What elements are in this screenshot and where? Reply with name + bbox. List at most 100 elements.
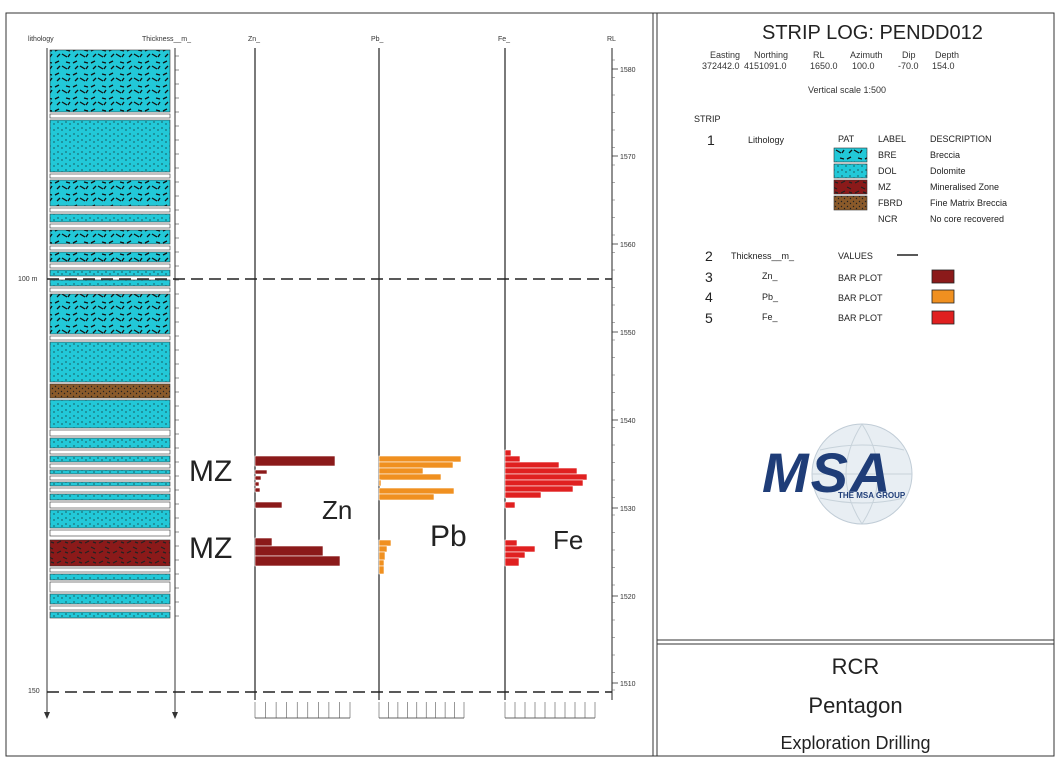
fe-bar bbox=[504, 467, 578, 475]
legend-swatch-mz bbox=[833, 179, 868, 195]
pb-bar bbox=[378, 467, 424, 475]
pb-bar bbox=[378, 539, 392, 547]
legend-col-label: LABEL bbox=[878, 134, 907, 144]
rl-tick-label: 1550 bbox=[620, 330, 636, 337]
legend-strip4-name: Pb_ bbox=[762, 292, 779, 302]
lithology-interval-mz bbox=[49, 539, 171, 567]
rl-tick-label: 1580 bbox=[620, 67, 636, 74]
lithology-interval-dol bbox=[49, 437, 171, 449]
lithology-interval-white bbox=[49, 567, 171, 573]
annotation-mz-upper: MZ bbox=[189, 455, 233, 488]
pb-bar bbox=[378, 479, 382, 487]
fe-bar bbox=[504, 461, 560, 469]
lithology-interval-dol bbox=[49, 455, 171, 463]
legend-swatch-fe bbox=[931, 310, 955, 325]
lithology-interval-white bbox=[49, 449, 171, 455]
lithology-interval-white bbox=[49, 207, 171, 213]
legend-strip1-name: Lithology bbox=[748, 135, 785, 145]
lithology-interval-white bbox=[49, 605, 171, 611]
legend-swatch-zn bbox=[931, 269, 955, 284]
legend-swatch-dol bbox=[833, 163, 868, 179]
zn-bar bbox=[254, 501, 283, 509]
pb-bar bbox=[378, 487, 455, 495]
lithology-interval-dol bbox=[49, 481, 171, 487]
legend-code-dol: DOL bbox=[878, 166, 897, 176]
fe-bar bbox=[504, 545, 536, 553]
lithology-interval-dol bbox=[49, 279, 171, 287]
pb-bar bbox=[378, 565, 385, 575]
rl-ticks: 1580 1570 1560 1550 1540 1530 1520 1510 bbox=[612, 59, 636, 691]
header-column-value: 4151091.0 bbox=[744, 61, 787, 71]
pb-bar bbox=[378, 551, 386, 561]
legend-strip5-type: BAR PLOT bbox=[838, 313, 883, 323]
rl-tick-label: 1570 bbox=[620, 154, 636, 161]
depth-label-150: 150 bbox=[28, 688, 40, 695]
msa-logo-subtitle: THE MSA GROUP bbox=[838, 491, 906, 500]
lithology-interval-dol bbox=[49, 593, 171, 605]
fe-bar bbox=[504, 479, 584, 487]
header-thickness: Thickness__m_ bbox=[142, 36, 192, 43]
annotation-zn: Zn bbox=[322, 495, 353, 525]
lithology-interval-white bbox=[49, 529, 171, 537]
lithology-interval-dol bbox=[49, 269, 171, 277]
lithology-interval-white bbox=[49, 173, 171, 179]
legend-strip1-number: 1 bbox=[707, 132, 715, 148]
rl-tick-label: 1510 bbox=[620, 681, 636, 688]
lithology-interval-dol bbox=[49, 493, 171, 501]
header-pb: Pb_ bbox=[371, 36, 384, 43]
outer-frame bbox=[5, 12, 1055, 757]
legend-swatch-fbrd bbox=[833, 195, 868, 211]
annotation-fe: Fe bbox=[553, 525, 584, 555]
legend-code-ncr: NCR bbox=[878, 214, 898, 224]
zn-bar bbox=[254, 545, 324, 557]
legend-strip4-number: 4 bbox=[705, 289, 713, 305]
lithology-interval-white bbox=[49, 245, 171, 251]
depth-label-100m: 100 m bbox=[18, 276, 38, 283]
lithology-column bbox=[49, 49, 179, 619]
lithology-interval-dol bbox=[49, 341, 171, 383]
legend-strip4-type: BAR PLOT bbox=[838, 293, 883, 303]
lithology-interval-bre bbox=[49, 229, 171, 245]
legend-strip2-type: VALUES bbox=[838, 251, 873, 261]
pb-bar bbox=[378, 473, 442, 481]
fe-bar bbox=[504, 557, 520, 567]
lithology-interval-dol bbox=[49, 469, 171, 475]
lithology-interval-fbrd bbox=[49, 383, 171, 399]
lithology-interval-white bbox=[49, 475, 171, 481]
legend-desc-fbrd: Fine Matrix Breccia bbox=[930, 198, 1008, 208]
legend-col-desc: DESCRIPTION bbox=[930, 134, 992, 144]
legend-strip-label: STRIP bbox=[694, 114, 721, 124]
pb-bar bbox=[378, 545, 388, 553]
header-column-label: Depth bbox=[935, 50, 960, 60]
fe-bar bbox=[504, 449, 512, 457]
lithology-interval-bre bbox=[49, 251, 171, 263]
fe-bar bbox=[504, 455, 521, 463]
msa-logo bbox=[811, 423, 913, 525]
title-block-line2: Pentagon bbox=[808, 693, 903, 718]
legend-swatch-bre bbox=[833, 147, 868, 163]
pb-bar bbox=[378, 461, 454, 469]
legend-desc-bre: Breccia bbox=[930, 150, 961, 160]
zn-bar bbox=[254, 487, 261, 493]
legend-desc-mz: Mineralised Zone bbox=[930, 182, 1000, 192]
legend-code-bre: BRE bbox=[878, 150, 897, 160]
header-lithology: lithology bbox=[28, 36, 54, 43]
lithology-interval-white bbox=[49, 487, 171, 493]
lithology-interval-dol bbox=[49, 213, 171, 223]
header-column-value: -70.0 bbox=[898, 61, 919, 71]
legend-strip3-type: BAR PLOT bbox=[838, 273, 883, 283]
legend-swatch-pb bbox=[931, 289, 955, 304]
title-block-line3: Exploration Drilling bbox=[780, 733, 931, 753]
header-column-label: Dip bbox=[902, 50, 916, 60]
legend-strip2-number: 2 bbox=[705, 248, 713, 264]
header-column-label: Easting bbox=[710, 50, 741, 60]
legend-desc-ncr: No core recovered bbox=[930, 214, 1005, 224]
fe-bar bbox=[504, 501, 516, 509]
rl-tick-label: 1540 bbox=[620, 418, 636, 425]
zn-bar bbox=[254, 537, 273, 547]
header-column-value: 100.0 bbox=[852, 61, 875, 71]
lithology-interval-white bbox=[49, 263, 171, 269]
legend-strip3-name: Zn_ bbox=[762, 271, 778, 281]
